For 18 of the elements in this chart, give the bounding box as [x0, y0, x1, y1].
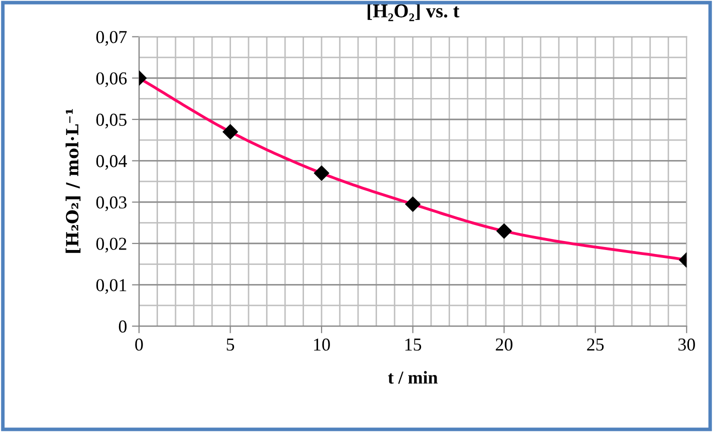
x-tick-label: 20: [496, 338, 512, 351]
y-tick-label: 0,02: [96, 238, 126, 253]
x-tick-label: 0: [135, 338, 143, 351]
y-tick-label: 0,04: [96, 155, 127, 170]
x-tick-label: 30: [678, 338, 695, 351]
x-axis-title: t / min: [388, 371, 438, 384]
y-tick-label: 0,03: [96, 196, 127, 212]
x-tick-label: 25: [587, 338, 604, 351]
x-tick-label: 15: [405, 338, 422, 351]
y-tick-label: 0,01: [96, 279, 126, 294]
x-tick-label: 10: [314, 338, 330, 351]
x-tick-label: 5: [226, 338, 234, 351]
y-tick-label: 0: [118, 320, 127, 333]
chart-title: [H₂O₂] vs. t: [368, 4, 460, 22]
y-axis-title: [H₂O₂] / mol·L⁻¹: [66, 109, 80, 253]
y-tick-label: 0,05: [96, 114, 127, 128]
y-tick-label: 0,06: [96, 72, 127, 88]
y-tick-label: 0,07: [96, 30, 127, 46]
